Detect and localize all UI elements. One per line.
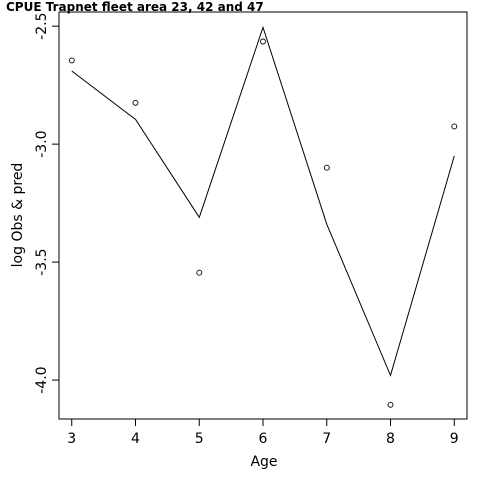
- x-tick-label: 7: [322, 431, 331, 447]
- x-axis: 3 4 5 6 7 8 9: [67, 419, 459, 447]
- x-tick-label: 9: [450, 431, 459, 447]
- y-axis: -4.0 -3.5 -3.0 -2.5: [34, 12, 59, 394]
- observed-point: [323, 164, 330, 171]
- chart-title: CPUE Trapnet fleet area 23, 42 and 47: [6, 0, 264, 14]
- y-tick-label: -3.0: [34, 130, 50, 157]
- predicted-line: [71, 25, 455, 377]
- y-tick-label: -3.5: [34, 248, 50, 275]
- observed-point: [451, 123, 458, 130]
- observed-point: [387, 401, 394, 408]
- observed-point: [68, 57, 75, 64]
- y-tick-label: -4.0: [34, 366, 50, 393]
- observed-point: [132, 99, 139, 106]
- x-axis-label: Age: [250, 454, 277, 470]
- x-tick-label: 3: [67, 431, 76, 447]
- series-layer: [68, 25, 458, 408]
- x-tick-label: 4: [131, 431, 140, 447]
- plot-frame: [58, 11, 468, 420]
- x-tick-label: 5: [195, 431, 204, 447]
- y-tick-label: -2.5: [34, 12, 50, 39]
- x-tick-label: 6: [259, 431, 268, 447]
- y-axis-label: log Obs & pred: [10, 163, 26, 268]
- observed-point: [260, 38, 266, 45]
- x-tick-label: 8: [386, 431, 395, 447]
- observed-point: [196, 269, 203, 276]
